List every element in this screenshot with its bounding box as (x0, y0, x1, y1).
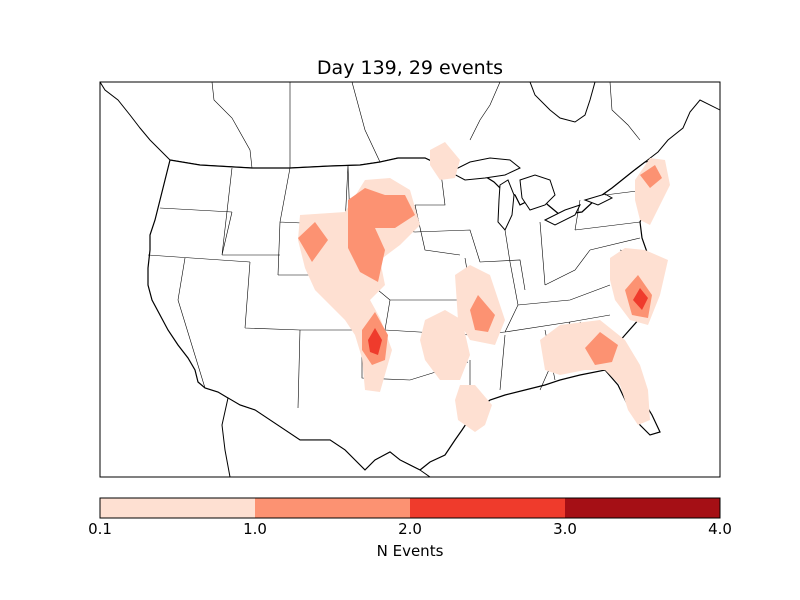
lake-michigan (497, 179, 515, 231)
map-title: Day 139, 29 events (316, 57, 504, 79)
colorbar-frame (99, 497, 721, 519)
colorbar-tick-label: 2.0 (398, 520, 422, 538)
map-plot-area (100, 82, 720, 477)
colorbar-tick-label: 4.0 (708, 520, 732, 538)
lake-superior (448, 157, 521, 181)
contour-level-2 (298, 165, 662, 365)
hudson-bay-coast (529, 82, 596, 123)
lake-huron (519, 174, 556, 211)
colorbar-label: N Events (376, 542, 444, 560)
colorbar-segment-3 (410, 498, 565, 518)
colorbar-tick-label: 0.1 (88, 520, 112, 538)
colorbar-segment-4 (565, 498, 720, 518)
lake-ontario (583, 193, 614, 206)
colorbar-tick-label: 1.0 (243, 520, 267, 538)
mexico-landmass (221, 397, 431, 477)
event-contours (298, 142, 670, 432)
colorbar-tick-label: 3.0 (553, 520, 577, 538)
canada-province-borders (211, 82, 641, 169)
colorbar-segment-2 (255, 498, 410, 518)
colorbar-segment-1 (100, 498, 255, 518)
lake-erie (543, 204, 581, 226)
map-frame (99, 81, 721, 478)
colorbar (99, 497, 721, 519)
